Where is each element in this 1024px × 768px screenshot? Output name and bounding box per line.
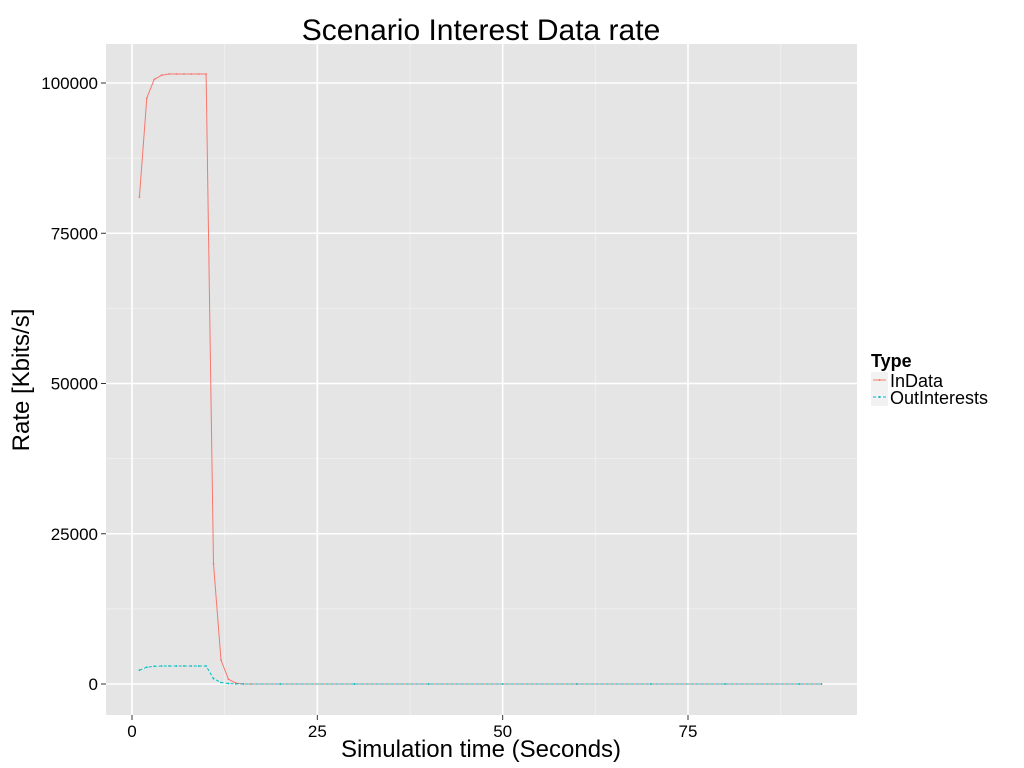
y-tick-label: 100000 bbox=[41, 74, 98, 93]
y-axis-label: Rate [Kbits/s] bbox=[8, 309, 35, 452]
y-tick-label: 50000 bbox=[51, 375, 98, 394]
data-point-OutInterests bbox=[220, 681, 222, 684]
x-tick-label: 75 bbox=[679, 722, 698, 741]
legend-title: Type bbox=[871, 351, 912, 371]
data-point-OutInterests bbox=[798, 683, 801, 685]
y-tick-label: 0 bbox=[89, 675, 98, 694]
data-point-OutInterests bbox=[279, 683, 282, 685]
data-point-OutInterests bbox=[724, 683, 726, 685]
legend-label: InData bbox=[890, 371, 944, 391]
data-point-OutInterests bbox=[227, 682, 230, 685]
chart-title: Scenario Interest Data rate bbox=[302, 14, 661, 47]
x-axis-label: Simulation time (Seconds) bbox=[341, 736, 621, 763]
data-point-OutInterests bbox=[427, 683, 430, 685]
legend-key-point bbox=[878, 379, 881, 381]
x-tick-label: 0 bbox=[127, 722, 136, 741]
legend-label: OutInterests bbox=[890, 388, 988, 408]
data-point-OutInterests bbox=[160, 665, 163, 667]
grid-minor bbox=[106, 44, 857, 715]
data-point-OutInterests bbox=[205, 665, 208, 667]
data-point-InData bbox=[182, 73, 185, 75]
legend-key-point bbox=[878, 396, 881, 398]
data-point-OutInterests bbox=[197, 665, 200, 667]
data-point-OutInterests bbox=[153, 665, 156, 668]
data-point-InData bbox=[153, 78, 156, 81]
data-point-OutInterests bbox=[212, 677, 215, 680]
y-tick-label: 75000 bbox=[51, 224, 98, 243]
data-point-InData bbox=[220, 659, 222, 661]
series-layer bbox=[138, 73, 823, 685]
x-tick-label: 25 bbox=[308, 722, 327, 741]
data-point-OutInterests bbox=[820, 683, 823, 685]
data-point-OutInterests bbox=[145, 666, 148, 669]
data-point-InData bbox=[168, 73, 170, 75]
data-point-InData bbox=[138, 196, 141, 199]
data-point-OutInterests bbox=[575, 683, 578, 685]
data-point-OutInterests bbox=[501, 683, 504, 685]
data-point-OutInterests bbox=[242, 683, 245, 685]
data-point-OutInterests bbox=[650, 683, 652, 685]
data-point-InData bbox=[145, 97, 148, 99]
data-point-OutInterests bbox=[182, 665, 185, 667]
plot-panel bbox=[106, 44, 857, 715]
data-point-OutInterests bbox=[234, 682, 237, 685]
y-axis: 0 25000 50000 75000 100000 bbox=[41, 74, 106, 694]
x-tick-label: 50 bbox=[493, 722, 512, 741]
data-point-OutInterests bbox=[175, 665, 178, 667]
y-tick-label: 25000 bbox=[51, 525, 98, 544]
data-point-InData bbox=[212, 562, 215, 565]
data-point-OutInterests bbox=[190, 665, 193, 667]
data-point-InData bbox=[197, 73, 200, 75]
data-point-InData bbox=[205, 73, 208, 75]
data-point-InData bbox=[175, 73, 178, 75]
data-point-OutInterests bbox=[353, 683, 356, 685]
x-axis: 0 25 50 75 bbox=[127, 715, 697, 741]
data-point-InData bbox=[227, 678, 230, 681]
data-point-OutInterests bbox=[168, 665, 170, 667]
data-point-InData bbox=[190, 73, 193, 75]
data-point-OutInterests bbox=[138, 669, 141, 672]
data-point-InData bbox=[160, 74, 163, 77]
